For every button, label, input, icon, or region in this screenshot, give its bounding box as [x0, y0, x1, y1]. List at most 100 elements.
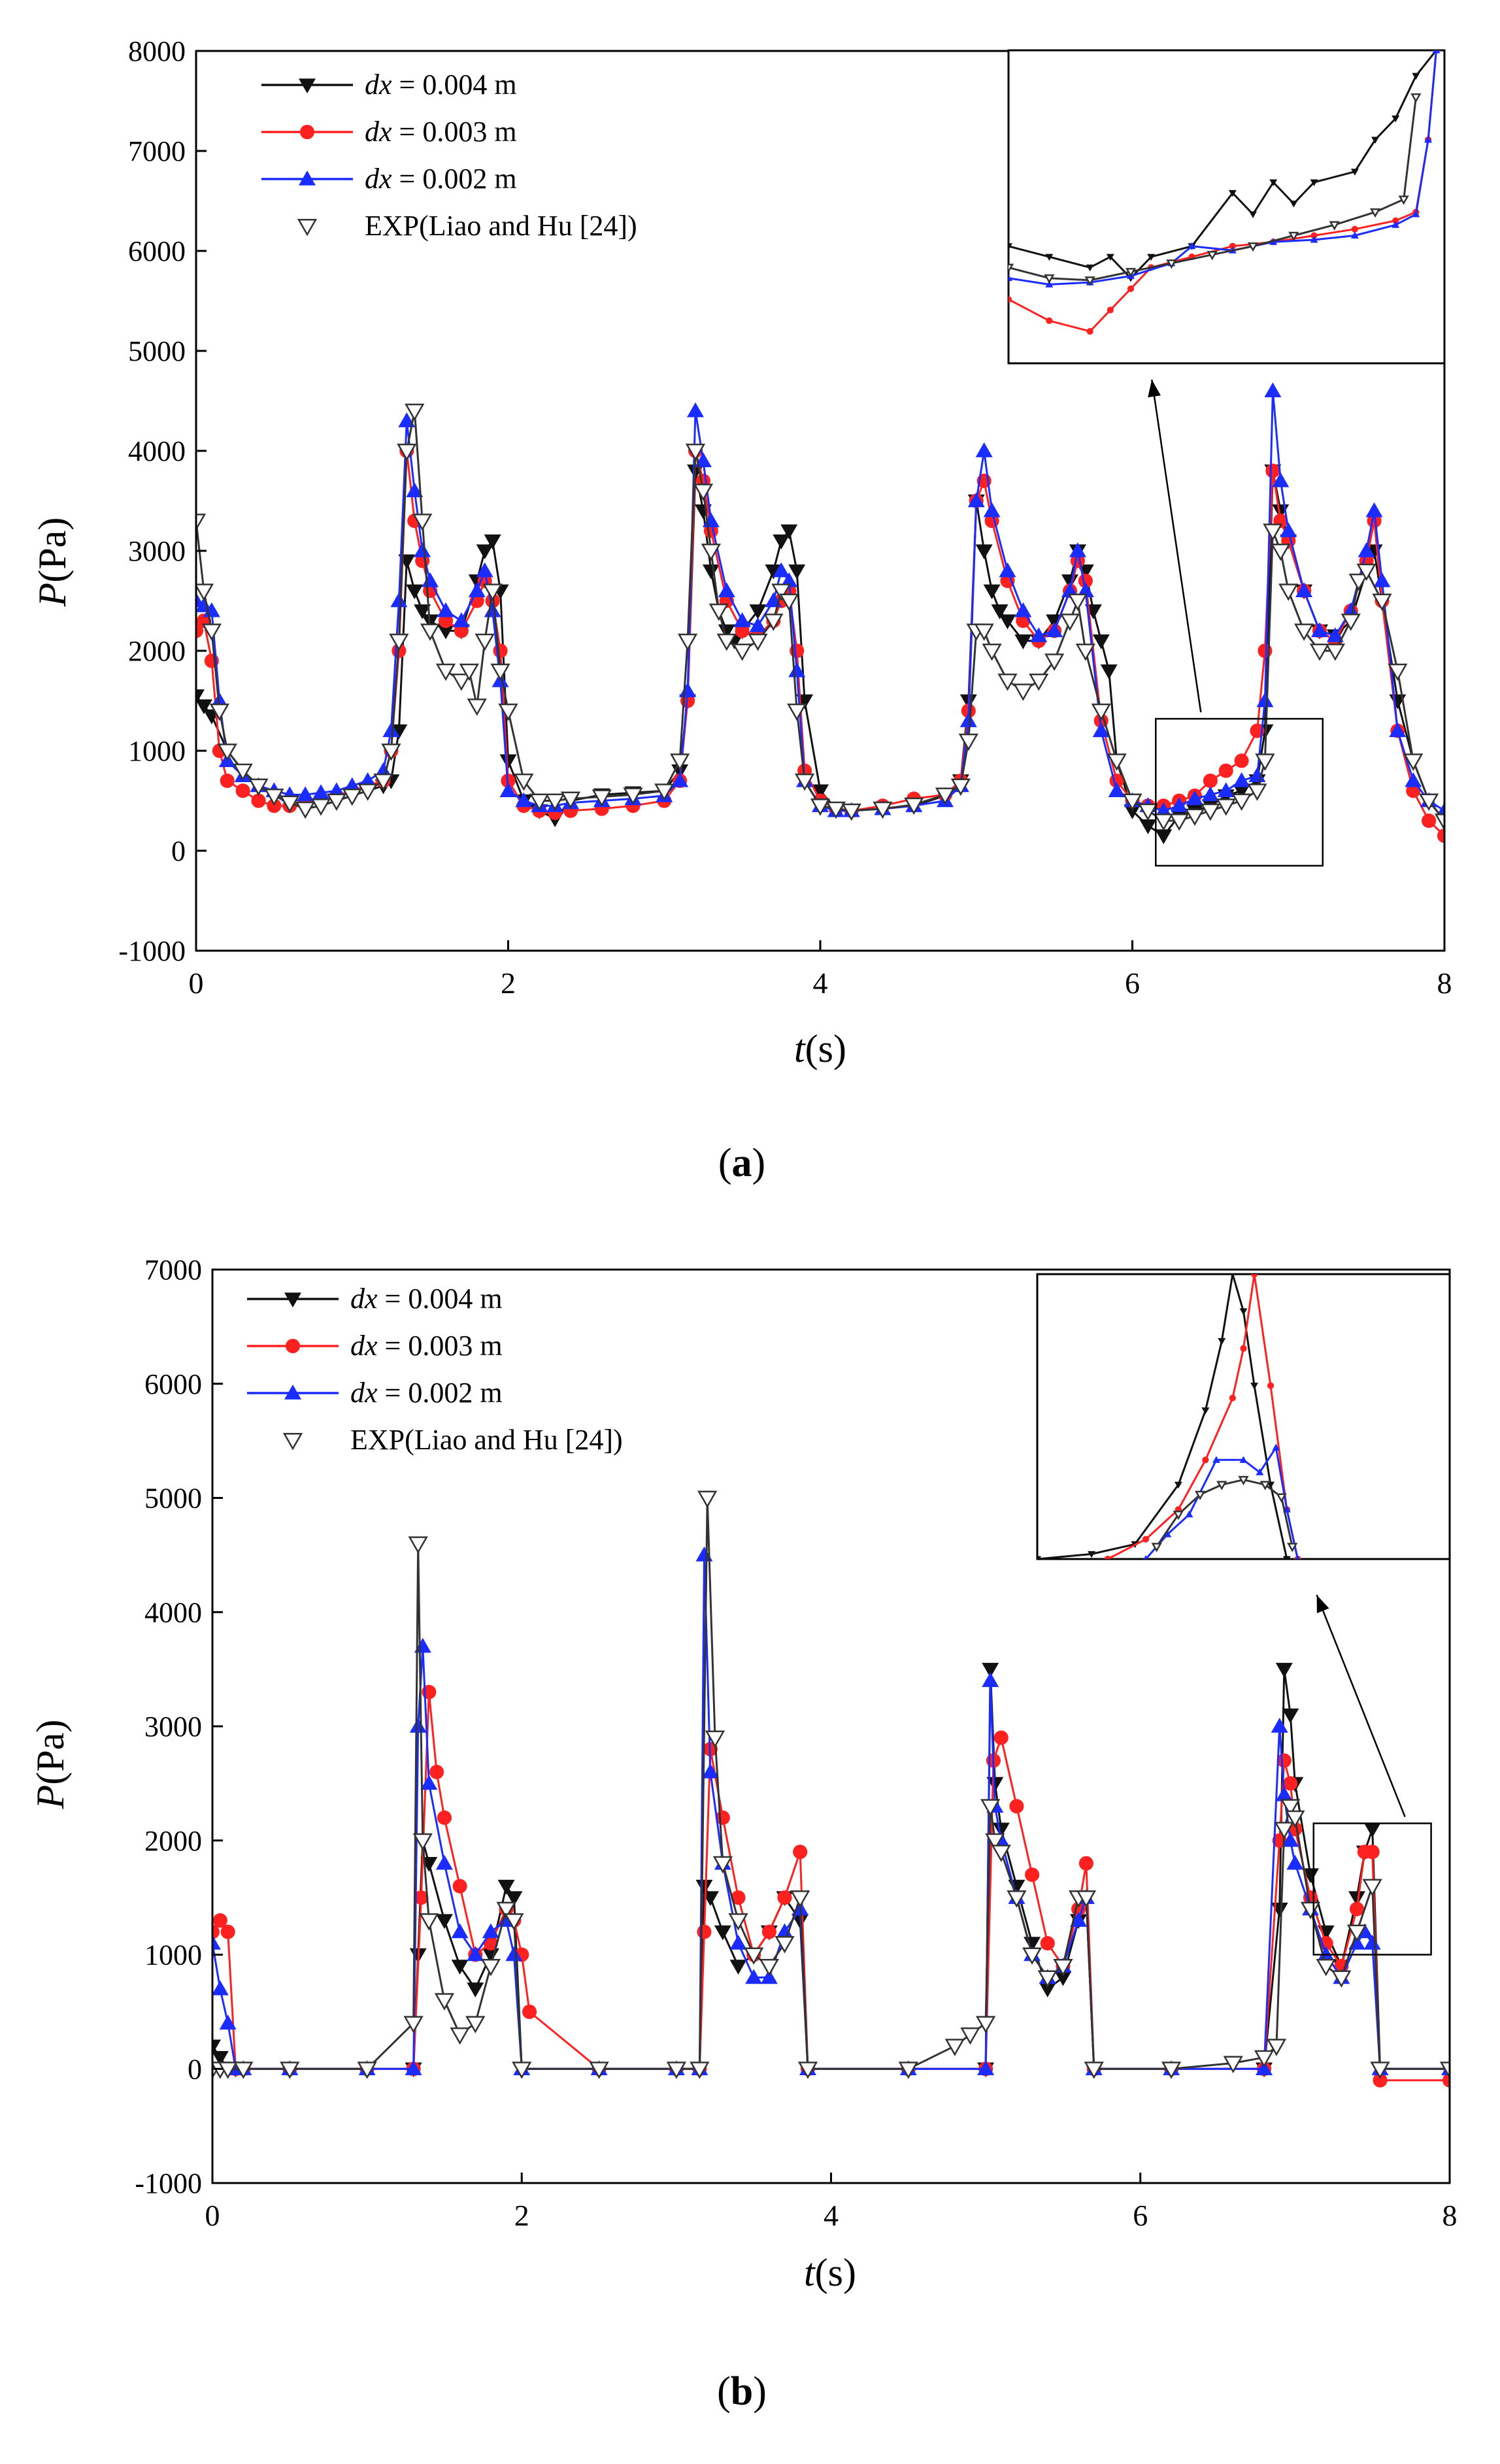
- chart-b-point-red: [437, 1810, 452, 1825]
- chart-a-point-black: [1233, 784, 1250, 800]
- chart-a-point-exp: [701, 544, 722, 561]
- chart-a-point-black: [1139, 819, 1157, 834]
- chart-a-inset-point-exp: [1410, 93, 1422, 103]
- chart-a-inset-point-black: [1412, 73, 1420, 80]
- chart-a-inset-point-exp: [1329, 221, 1340, 231]
- chart-b-xtick-label: 2: [514, 2199, 529, 2232]
- chart-b-point-exp: [1266, 2039, 1287, 2056]
- chart-b-ytick-label: 7000: [144, 1254, 202, 1286]
- chart-b-point-exp: [1370, 2062, 1390, 2079]
- chart-b-inset-point-black: [1174, 1481, 1182, 1489]
- chart-b-point-black: [729, 1960, 747, 1975]
- chart-b-point-exp: [408, 1536, 428, 1554]
- chart-a-legend-marker-blue: [299, 171, 316, 186]
- chart-b-legend-marker-blue: [284, 1385, 301, 1400]
- chart-b-point-black: [1275, 1662, 1293, 1678]
- chart-b-point-exp: [412, 1833, 433, 1851]
- chart-a-inset-point-exp: [1207, 251, 1218, 261]
- chart-a-point-black: [196, 699, 212, 715]
- chart-b-panel-label-letter: b: [731, 2369, 753, 2414]
- chart-b-point-exp: [1161, 2062, 1182, 2079]
- chart-b-point-exp: [218, 2062, 238, 2079]
- chart-a-inset-point-black: [1371, 137, 1380, 144]
- chart-b-inset-point-red: [1251, 1274, 1258, 1278]
- chart-a-point-exp: [196, 514, 207, 531]
- chart-b-xlabel: t(s): [804, 2251, 856, 2294]
- chart-b-point-black: [505, 1891, 523, 1907]
- chart-a-inset-series: [1008, 50, 1441, 335]
- chart-a-ytick-label: 3000: [128, 535, 186, 567]
- chart-a-point-exp: [982, 644, 1002, 661]
- chart-a-point-blue: [398, 412, 416, 427]
- chart-b-inset-line-red: [1107, 1274, 1299, 1559]
- chart-b-point-black: [1348, 1891, 1366, 1907]
- chart-a-point-exp: [693, 484, 714, 501]
- chart-a-point-exp: [958, 733, 978, 751]
- chart-a-point-exp: [373, 773, 393, 791]
- chart-b-point-exp: [759, 1958, 780, 1977]
- chart-a-legend-text-rest: = 0.004 m: [392, 69, 517, 101]
- chart-a-point-blue: [975, 442, 993, 457]
- chart-b-inset-point-red: [1142, 1536, 1150, 1543]
- chart-a-point-blue: [452, 612, 470, 627]
- chart-a-point-blue: [788, 662, 806, 678]
- chart-b-legend-text-blue: dx = 0.002 m: [350, 1377, 503, 1409]
- chart-a-point-blue: [1311, 622, 1328, 638]
- chart-b-zoom-arrow: [1316, 1594, 1406, 1817]
- chart-b-point-blue: [1286, 1854, 1304, 1870]
- chart-b-point-black: [714, 1925, 731, 1941]
- chart-b-point-blue: [212, 1980, 229, 1996]
- chart-a-point-red: [1203, 773, 1218, 788]
- chart-b-legend-text-rest: EXP(Liao and Hu [24]): [350, 1424, 623, 1456]
- chart-a-inset-point-black: [1045, 254, 1054, 261]
- chart-a-point-red: [1422, 813, 1437, 829]
- chart-a-point-black: [975, 544, 993, 559]
- chart-a-point-exp: [310, 798, 331, 816]
- chart-b-point-blue: [1271, 1718, 1288, 1733]
- chart-a-point-blue: [1373, 572, 1391, 587]
- chart-b-legend-text-exp: EXP(Liao and Hu [24]): [350, 1424, 623, 1456]
- chart-a-point-exp: [475, 633, 495, 651]
- chart-b-point-exp: [280, 2062, 300, 2079]
- chart-b-point-black: [1054, 1971, 1072, 1986]
- chart-b-xtick-label: 6: [1133, 2199, 1148, 2232]
- chart-a-point-exp: [1341, 614, 1361, 631]
- chart-a-ytick-label: 7000: [128, 135, 186, 167]
- chart-b-point-exp: [985, 1833, 1005, 1851]
- chart-b-point-red: [1025, 1867, 1040, 1882]
- chart-a-panel-label: (a): [718, 1141, 765, 1185]
- chart-b-point-blue: [776, 1923, 793, 1939]
- chart-a-point-red: [220, 773, 235, 788]
- chart-b-point-exp: [666, 2062, 687, 2079]
- chart-b-zoom-arrow-head: [1316, 1595, 1329, 1613]
- chart-a-point-black: [991, 604, 1008, 619]
- chart-a-point-exp: [451, 673, 472, 691]
- chart-b-inset-point-blue: [1212, 1456, 1220, 1463]
- chart-a-point-exp: [1184, 808, 1205, 826]
- chart-a-point-exp: [280, 795, 300, 813]
- chart-b-ytick-label: 1000: [144, 1939, 202, 1971]
- chart-b-legend-text-rest: = 0.003 m: [378, 1330, 503, 1362]
- chart-a-inset-point-black: [1147, 254, 1156, 261]
- chart-b-inset-point-blue: [1239, 1456, 1248, 1463]
- chart-b-point-blue: [1070, 1912, 1088, 1927]
- chart-b-panel-label-close: ): [753, 2369, 767, 2414]
- chart-b-point-blue: [701, 1763, 719, 1779]
- chart-a-point-blue: [967, 492, 985, 508]
- chart-a-inset-point-blue: [1432, 50, 1441, 54]
- chart-b-point-red: [522, 2004, 537, 2019]
- chart-b-point-blue: [482, 1923, 499, 1939]
- chart-a-point-blue: [749, 617, 767, 632]
- chart-b-point-red: [483, 1935, 498, 1951]
- chart-b-inset-series: [1037, 1274, 1301, 1559]
- chart-a-legend-text-italic: dx: [365, 163, 392, 195]
- chart-a-point-exp: [1029, 673, 1049, 691]
- chart-a-point-exp: [358, 783, 378, 801]
- chart-b-inset-point-blue: [1272, 1443, 1280, 1451]
- chart-a-point-exp: [716, 633, 737, 651]
- chart-a-inset-point-blue: [1392, 221, 1400, 228]
- chart-b-inset-point-exp: [1173, 1511, 1184, 1520]
- chart-a-point-exp: [685, 444, 706, 461]
- chart-a-point-exp: [935, 787, 956, 805]
